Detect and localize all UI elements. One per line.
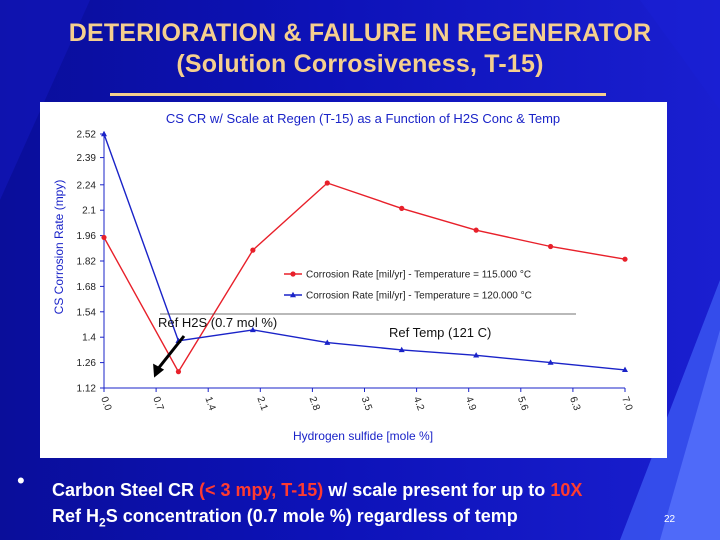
slide-title: DETERIORATION & FAILURE IN REGENERATOR (… xyxy=(0,18,720,80)
annotation-ref-temp: Ref Temp (121 C) xyxy=(389,325,491,340)
y-axis-label: CS Corrosion Rate (mpy) xyxy=(52,180,66,315)
x-tick-label: 1.4 xyxy=(202,395,217,412)
x-tick-label: 6.3 xyxy=(567,395,582,412)
x-axis-label: Hydrogen sulfide [mole %] xyxy=(293,429,433,443)
bullet-line2-pre: Ref H xyxy=(52,506,100,526)
y-tick-label: 2.52 xyxy=(77,130,97,141)
y-tick-label: 1.54 xyxy=(77,307,97,318)
legend-label: Corrosion Rate [mil/yr] - Temperature = … xyxy=(306,270,531,281)
bullet-icon: • xyxy=(17,468,25,493)
data-point-triangle xyxy=(398,346,405,353)
legend-marker-triangle xyxy=(290,291,296,298)
data-point-triangle xyxy=(622,366,628,373)
bullet-highlight-rate: (< 3 mpy, T-15) xyxy=(199,480,324,500)
corrosion-chart: CS CR w/ Scale at Regen (T-15) as a Func… xyxy=(52,111,635,443)
x-tick-label: 5.6 xyxy=(515,395,530,412)
bullet-text-mid: w/ scale present for up to xyxy=(323,480,551,500)
annotation-arrow-shaft xyxy=(156,335,186,370)
data-point-circle xyxy=(473,227,479,233)
data-point-triangle xyxy=(324,339,331,345)
bullet-text: Carbon Steel CR (< 3 mpy, T-15) w/ scale… xyxy=(52,477,712,536)
x-tick-label: 0.0 xyxy=(98,395,113,412)
data-point-triangle xyxy=(101,130,107,137)
y-tick-label: 1.12 xyxy=(77,384,97,395)
data-point-triangle xyxy=(547,359,554,365)
x-tick-label: 2.8 xyxy=(307,395,322,412)
chart-annotations: Ref H2S (0.7 mol %) Ref Temp (121 C) xyxy=(153,313,576,378)
x-tick-label: 2.1 xyxy=(254,395,269,412)
bullet-line2-sub: 2 xyxy=(99,515,106,530)
annotation-arrow-head xyxy=(153,363,165,378)
data-point-circle xyxy=(324,180,330,186)
annotation-ref-h2s: Ref H2S (0.7 mol %) xyxy=(158,315,277,330)
title-line-1: DETERIORATION & FAILURE IN REGENERATOR xyxy=(68,19,652,47)
y-tick-label: 1.26 xyxy=(77,358,97,369)
x-tick-label: 4.2 xyxy=(411,395,426,412)
chart-axes: 2.52 2.39 2.24 2.1 1.96 1.82 1.68 1.54 1.4 1.26 1.… xyxy=(77,130,635,413)
x-tick-label: 0.7 xyxy=(150,395,165,412)
y-tick-label: 1.82 xyxy=(77,257,97,268)
bullet-line2-post: S concentration (0.7 mole %) regardless … xyxy=(105,506,518,526)
data-point-triangle xyxy=(473,352,480,358)
y-tick-label: 2.24 xyxy=(77,180,97,191)
x-tick-label: 3.5 xyxy=(359,395,374,412)
data-point-circle xyxy=(547,243,554,250)
x-tick-label: 4.9 xyxy=(463,395,478,412)
data-point-circle xyxy=(399,205,405,211)
bullet-highlight-factor: 10X xyxy=(550,480,583,500)
title-underline xyxy=(110,93,606,96)
y-tick-label: 1.4 xyxy=(82,333,96,344)
bullet-text-start: Carbon Steel CR xyxy=(52,480,200,500)
y-tick-label: 1.96 xyxy=(77,231,97,242)
data-point-circle xyxy=(250,247,256,253)
x-tick-label: 7.0 xyxy=(619,395,634,412)
chart-legend: Corrosion Rate [mil/yr] - Temperature = … xyxy=(284,270,532,302)
chart-series xyxy=(101,130,628,375)
data-point-triangle xyxy=(249,326,256,333)
data-point-circle xyxy=(101,234,107,241)
data-point-circle xyxy=(622,256,628,262)
series-line-2 xyxy=(103,133,626,371)
legend-marker-circle xyxy=(290,271,296,277)
chart-panel: CS CR w/ Scale at Regen (T-15) as a Func… xyxy=(40,102,667,458)
slide-number: 22 xyxy=(664,514,676,525)
y-tick-label: 2.39 xyxy=(77,153,97,164)
y-tick-label: 1.68 xyxy=(77,282,97,293)
data-point-circle xyxy=(175,369,182,375)
series-line-1 xyxy=(103,182,626,374)
legend-label: Corrosion Rate [mil/yr] - Temperature = … xyxy=(306,291,532,302)
y-tick-label: 2.1 xyxy=(82,206,96,217)
chart-title: CS CR w/ Scale at Regen (T-15) as a Func… xyxy=(166,111,560,126)
title-line-2: (Solution Corrosiveness, T-15) xyxy=(176,50,544,78)
